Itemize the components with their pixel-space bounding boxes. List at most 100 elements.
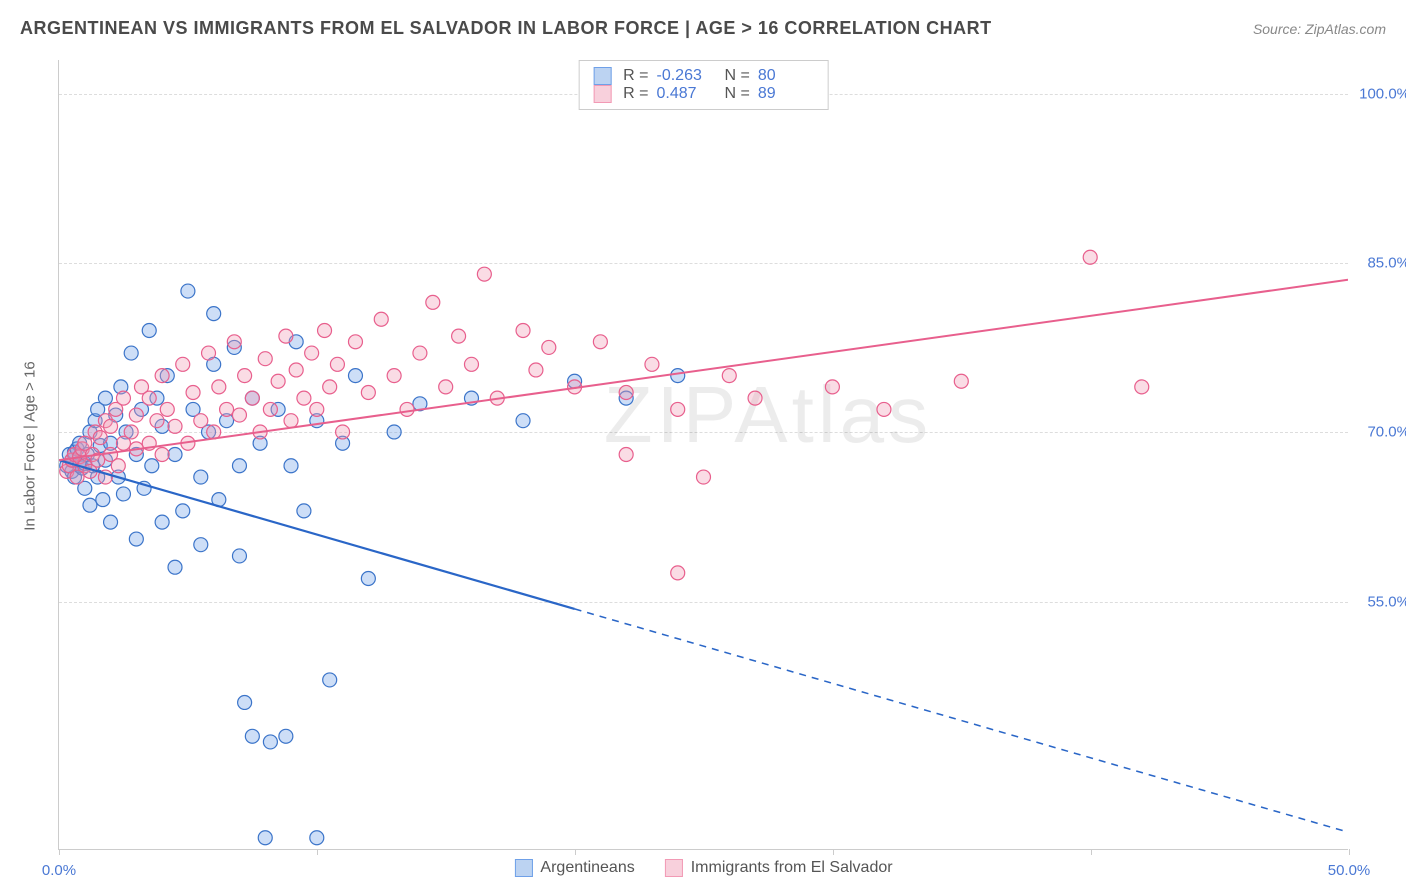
source-label: Source: ZipAtlas.com: [1253, 21, 1386, 37]
data-point: [387, 369, 401, 383]
data-point: [181, 284, 195, 298]
data-point: [477, 267, 491, 281]
data-point: [155, 515, 169, 529]
data-point: [748, 391, 762, 405]
swatch-icon: [665, 859, 683, 877]
data-point: [238, 695, 252, 709]
x-tick-label: 0.0%: [42, 862, 76, 879]
data-point: [227, 335, 241, 349]
data-point: [93, 431, 107, 445]
data-point: [245, 729, 259, 743]
data-point: [220, 402, 234, 416]
y-tick-label: 70.0%: [1367, 424, 1406, 441]
plot-area: ZIPAtlas R = -0.263 N = 80 R = 0.487 N =…: [58, 60, 1348, 850]
data-point: [124, 346, 138, 360]
data-point: [361, 571, 375, 585]
data-point: [168, 448, 182, 462]
data-point: [176, 357, 190, 371]
data-point: [825, 380, 839, 394]
data-point: [1083, 250, 1097, 264]
data-point: [305, 346, 319, 360]
n-label: N =: [725, 85, 750, 103]
legend-item: Argentineans: [514, 859, 634, 877]
data-point: [413, 346, 427, 360]
data-point: [426, 295, 440, 309]
data-point: [98, 391, 112, 405]
data-point: [542, 340, 556, 354]
data-point: [464, 357, 478, 371]
data-point: [348, 369, 362, 383]
r-value: -0.263: [657, 67, 713, 85]
y-axis-label: In Labor Force | Age > 16: [22, 361, 39, 530]
data-point: [258, 831, 272, 845]
data-point: [186, 386, 200, 400]
data-point: [516, 324, 530, 338]
trend-line: [59, 280, 1348, 460]
r-label: R =: [623, 85, 648, 103]
n-value: 80: [758, 67, 814, 85]
data-point: [104, 515, 118, 529]
data-point: [238, 369, 252, 383]
data-point: [168, 560, 182, 574]
data-point: [671, 369, 685, 383]
r-label: R =: [623, 67, 648, 85]
data-point: [155, 369, 169, 383]
data-point: [202, 346, 216, 360]
data-point: [310, 831, 324, 845]
r-value: 0.487: [657, 85, 713, 103]
x-tick: [833, 849, 834, 855]
data-point: [168, 419, 182, 433]
data-point: [284, 414, 298, 428]
y-tick-label: 100.0%: [1359, 85, 1406, 102]
data-point: [310, 402, 324, 416]
data-point: [284, 459, 298, 473]
x-tick: [1091, 849, 1092, 855]
legend-label: Argentineans: [540, 859, 634, 877]
data-point: [645, 357, 659, 371]
data-point: [400, 402, 414, 416]
data-point: [529, 363, 543, 377]
data-point: [111, 459, 125, 473]
data-point: [297, 504, 311, 518]
y-tick-label: 55.0%: [1367, 593, 1406, 610]
data-point: [722, 369, 736, 383]
data-point: [176, 504, 190, 518]
data-point: [232, 408, 246, 422]
data-point: [387, 425, 401, 439]
data-point: [671, 402, 685, 416]
data-point: [116, 391, 130, 405]
data-point: [619, 386, 633, 400]
chart-title: ARGENTINEAN VS IMMIGRANTS FROM EL SALVAD…: [20, 18, 992, 39]
data-point: [1135, 380, 1149, 394]
data-point: [116, 487, 130, 501]
data-point: [271, 374, 285, 388]
data-point: [318, 324, 332, 338]
x-tick-label: 50.0%: [1328, 862, 1371, 879]
swatch-icon: [593, 67, 611, 85]
x-tick: [59, 849, 60, 855]
data-point: [258, 352, 272, 366]
data-point: [374, 312, 388, 326]
data-point: [212, 380, 226, 394]
legend-row: R = -0.263 N = 80: [593, 67, 814, 85]
data-point: [104, 419, 118, 433]
correlation-legend: R = -0.263 N = 80 R = 0.487 N = 89: [578, 60, 829, 110]
x-tick: [575, 849, 576, 855]
title-bar: ARGENTINEAN VS IMMIGRANTS FROM EL SALVAD…: [20, 18, 1386, 39]
data-point: [232, 459, 246, 473]
chart-svg: [59, 60, 1348, 849]
data-point: [129, 532, 143, 546]
data-point: [697, 470, 711, 484]
x-tick: [317, 849, 318, 855]
n-value: 89: [758, 85, 814, 103]
data-point: [263, 402, 277, 416]
data-point: [245, 391, 259, 405]
data-point: [129, 408, 143, 422]
data-point: [593, 335, 607, 349]
data-point: [279, 329, 293, 343]
data-point: [516, 414, 530, 428]
data-point: [194, 538, 208, 552]
data-point: [194, 470, 208, 484]
data-point: [155, 448, 169, 462]
data-point: [150, 414, 164, 428]
